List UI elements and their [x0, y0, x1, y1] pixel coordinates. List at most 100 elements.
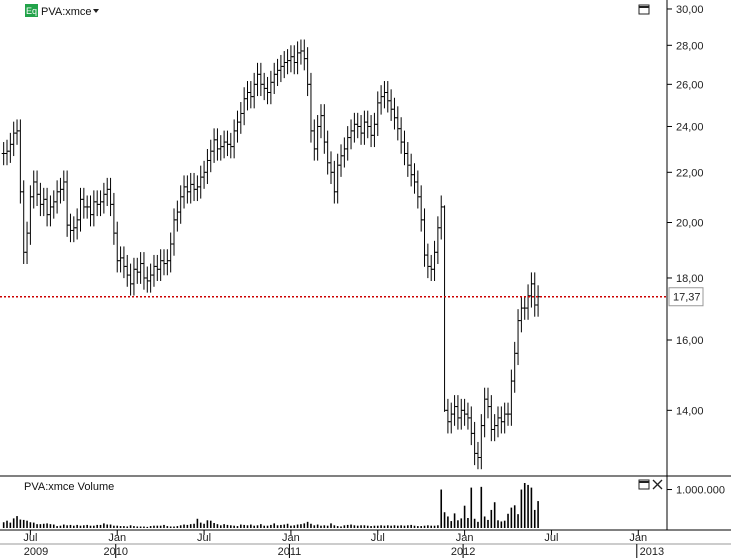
price-axis: 30,00 28,00 26,00 24,00 22,00 20,00 18,00 16,00…	[667, 4, 704, 417]
volume-bar	[323, 525, 326, 528]
volume-bar	[380, 525, 382, 528]
price-bar	[322, 104, 327, 154]
price-bar	[536, 285, 541, 317]
price-bar	[499, 406, 504, 434]
price-bar	[58, 177, 63, 204]
price-bar	[262, 72, 267, 101]
volume-bar	[256, 525, 259, 528]
price-bar	[148, 263, 153, 293]
price-bar	[532, 272, 537, 317]
volume-bar	[169, 526, 172, 528]
volume-series	[2, 483, 539, 528]
price-bar	[308, 72, 313, 143]
price-bar	[312, 119, 317, 161]
price-bar	[118, 246, 123, 273]
volume-bar	[413, 525, 416, 528]
price-bar	[65, 170, 70, 237]
volume-bar	[407, 525, 409, 528]
price-bar	[111, 192, 116, 245]
volume-bar	[66, 525, 68, 528]
volume-bar	[156, 525, 159, 528]
price-bar	[485, 387, 490, 419]
price-bar	[198, 165, 203, 199]
price-bar	[61, 170, 66, 202]
volume-bar	[129, 525, 132, 528]
volume-bar	[290, 525, 292, 528]
symbol-label[interactable]: PVA:xmce	[41, 6, 92, 18]
volume-bar	[310, 523, 312, 528]
price-bar	[465, 402, 470, 430]
volume-bar	[19, 519, 22, 528]
price-bar	[81, 187, 86, 219]
price-bar	[78, 187, 83, 232]
window-maximize-icon[interactable]	[638, 4, 650, 15]
price-bar	[442, 205, 447, 412]
price-tick-label: 24,00	[676, 121, 704, 133]
volume-bar	[12, 518, 15, 528]
last-price-tag: 17,37	[668, 287, 704, 307]
volume-bar	[433, 525, 436, 528]
price-bar	[359, 115, 364, 145]
price-bar	[369, 115, 374, 148]
volume-bar	[353, 525, 356, 528]
volume-bar	[226, 524, 229, 528]
volume-bar	[270, 524, 272, 528]
volume-bar	[56, 526, 58, 528]
price-bar	[222, 130, 227, 159]
price-bar	[375, 91, 380, 137]
price-bar	[41, 187, 46, 217]
price-bar	[188, 172, 193, 204]
volume-bar	[219, 525, 222, 528]
volume-bar	[16, 516, 18, 528]
price-bar	[475, 441, 480, 470]
price-bar	[128, 263, 133, 296]
price-bar	[462, 398, 467, 426]
price-bar	[519, 296, 524, 333]
price-bar	[245, 81, 250, 111]
price-bar	[318, 104, 323, 139]
price-bar	[415, 170, 420, 209]
volume-bar	[223, 524, 225, 528]
volume-bar	[159, 525, 162, 528]
volume-bar	[530, 487, 533, 528]
price-bar	[25, 221, 30, 264]
volume-bar	[316, 524, 319, 528]
close-icon[interactable]	[652, 479, 663, 490]
volume-bar	[460, 518, 463, 528]
volume-bar	[146, 526, 149, 528]
volume-bar	[32, 522, 35, 528]
price-bar	[399, 117, 404, 154]
price-bar	[345, 126, 350, 161]
price-bar	[285, 49, 290, 75]
volume-bar	[383, 525, 386, 528]
volume-bar	[240, 524, 242, 528]
volume-bar	[537, 501, 539, 528]
volume-bar	[453, 513, 456, 528]
volume-maximize-icon[interactable]	[638, 479, 650, 490]
volume-bar	[503, 520, 506, 528]
volume-bar	[360, 525, 362, 528]
price-bar	[389, 89, 394, 121]
price-bar	[459, 398, 464, 430]
volume-bar	[133, 526, 135, 528]
price-bar	[141, 252, 146, 290]
volume-bar	[196, 518, 199, 528]
volume-bar	[403, 525, 406, 528]
price-series	[1, 39, 541, 470]
volume-bar	[263, 525, 265, 528]
price-bar	[332, 160, 337, 204]
price-bar	[88, 195, 93, 227]
price-tick-label: 16,00	[676, 335, 704, 347]
price-bar	[352, 112, 357, 143]
volume-bar	[510, 507, 513, 528]
price-bar	[479, 414, 484, 470]
price-bar	[355, 112, 360, 139]
volume-bar	[370, 526, 372, 528]
volume-bar	[273, 523, 276, 528]
volume-bar	[126, 526, 129, 528]
price-bar	[208, 139, 213, 173]
volume-bar	[213, 523, 215, 528]
caret-down-icon[interactable]	[93, 9, 99, 13]
price-tick-label: 22,00	[676, 167, 704, 179]
volume-bar	[166, 526, 169, 528]
